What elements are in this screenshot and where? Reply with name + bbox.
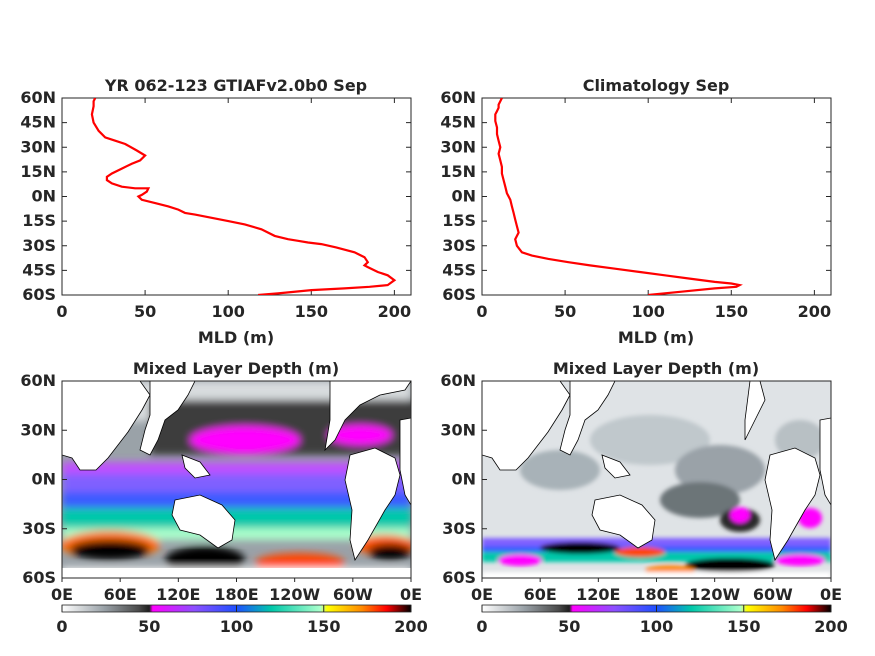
y-tick-label: 60S: [442, 568, 476, 587]
y-tick-label: 30S: [22, 519, 56, 538]
y-tick-label: 15S: [22, 211, 56, 230]
x-tick-label: 0E: [400, 585, 422, 604]
colorbar-tick-label: 50: [138, 617, 160, 636]
x-tick-label: 200: [378, 302, 411, 321]
colorbar-tick-label: 50: [558, 617, 580, 636]
y-tick-label: 30N: [440, 420, 476, 439]
axes-box: [481, 97, 832, 296]
y-tick-label: 0N: [31, 470, 56, 489]
y-tick-label: 45N: [440, 113, 476, 132]
coastlines: [62, 381, 411, 561]
x-tick-label: 60W: [753, 585, 793, 604]
colorbar-tick-label: 100: [220, 617, 253, 636]
y-tick-label: 30S: [442, 236, 476, 255]
x-tick-label: 180E: [214, 585, 258, 604]
colorbar: 0 50 100 150 200: [476, 604, 848, 636]
map-panel-1: Mixed Layer Depth (m): [20, 359, 427, 636]
y-tick-label: 15N: [20, 162, 56, 181]
y-tick-label: 0N: [451, 187, 476, 206]
climatology-profile-line: [494, 98, 743, 295]
x-tick-label: 60E: [104, 585, 137, 604]
x-tick-label: 120W: [269, 585, 320, 604]
colorbar-tick-label: 0: [476, 617, 487, 636]
x-tick-label: 0E: [471, 585, 493, 604]
y-tick-label: 45N: [20, 113, 56, 132]
x-axis-label: MLD (m): [198, 328, 274, 347]
y-tick-label: 60N: [440, 88, 476, 107]
y-tick-label: 0N: [451, 470, 476, 489]
x-tick-label: 50: [134, 302, 156, 321]
colorbar-tick-label: 200: [814, 617, 847, 636]
x-tick-label: 0E: [820, 585, 842, 604]
coastlines: [482, 381, 831, 561]
y-tick-label: 30N: [440, 137, 476, 156]
colorbar-tick-label: 150: [307, 617, 340, 636]
x-tick-label: 200: [798, 302, 831, 321]
x-axis-label: MLD (m): [618, 328, 694, 347]
y-tick-label: 60S: [22, 568, 56, 587]
mld-field-model: [62, 381, 411, 578]
chart-title: Climatology Sep: [583, 76, 730, 95]
colorbar-tick-label: 150: [727, 617, 760, 636]
y-tick-label: 30N: [20, 420, 56, 439]
x-tick-label: 100: [631, 302, 664, 321]
profile-panel-1: YR 062-123 GTIAFv2.0b0 Sep 60N 45N 30N 15N 0…: [20, 76, 412, 347]
y-tick-label: 30N: [20, 137, 56, 156]
map-title: Mixed Layer Depth (m): [553, 359, 759, 378]
x-tick-label: 60W: [333, 585, 373, 604]
x-tick-label: 150: [715, 302, 748, 321]
y-tick-label: 60S: [22, 285, 56, 304]
chart-title: YR 062-123 GTIAFv2.0b0 Sep: [104, 76, 367, 95]
x-tick-label: 180E: [634, 585, 678, 604]
x-tick-label: 0: [56, 302, 67, 321]
x-tick-label: 0: [476, 302, 487, 321]
y-tick-label: 60N: [440, 371, 476, 390]
x-tick-label: 120E: [156, 585, 200, 604]
axes-box: [61, 97, 412, 296]
colorbar-tick-label: 0: [56, 617, 67, 636]
y-tick-label: 30S: [22, 236, 56, 255]
x-tick-label: 50: [554, 302, 576, 321]
y-tick-label: 15S: [442, 211, 476, 230]
x-tick-label: 100: [211, 302, 244, 321]
profile-panel-2: Climatology Sep 60N 45N 30N 15N 0N 15S 30S 45S 6…: [440, 76, 832, 347]
mld-field-climatology: [482, 381, 831, 578]
colorbar-tick-label: 200: [394, 617, 427, 636]
y-tick-label: 60N: [20, 88, 56, 107]
x-tick-label: 120W: [689, 585, 740, 604]
y-tick-label: 30S: [442, 519, 476, 538]
x-tick-label: 120E: [576, 585, 620, 604]
y-tick-label: 60S: [442, 285, 476, 304]
colorbar-tick-label: 100: [640, 617, 673, 636]
mld-profile-line: [90, 98, 397, 295]
y-tick-label: 45S: [22, 260, 56, 279]
y-tick-label: 15N: [440, 162, 476, 181]
x-tick-label: 60E: [524, 585, 557, 604]
x-tick-label: 150: [295, 302, 328, 321]
x-tick-label: 0E: [51, 585, 73, 604]
y-tick-label: 0N: [31, 187, 56, 206]
y-tick-label: 60N: [20, 371, 56, 390]
map-title: Mixed Layer Depth (m): [133, 359, 339, 378]
y-tick-label: 45S: [442, 260, 476, 279]
colorbar: 0 50 100 150 200: [56, 604, 428, 636]
map-panel-2: Mixed Layer Depth (m): [440, 359, 847, 636]
